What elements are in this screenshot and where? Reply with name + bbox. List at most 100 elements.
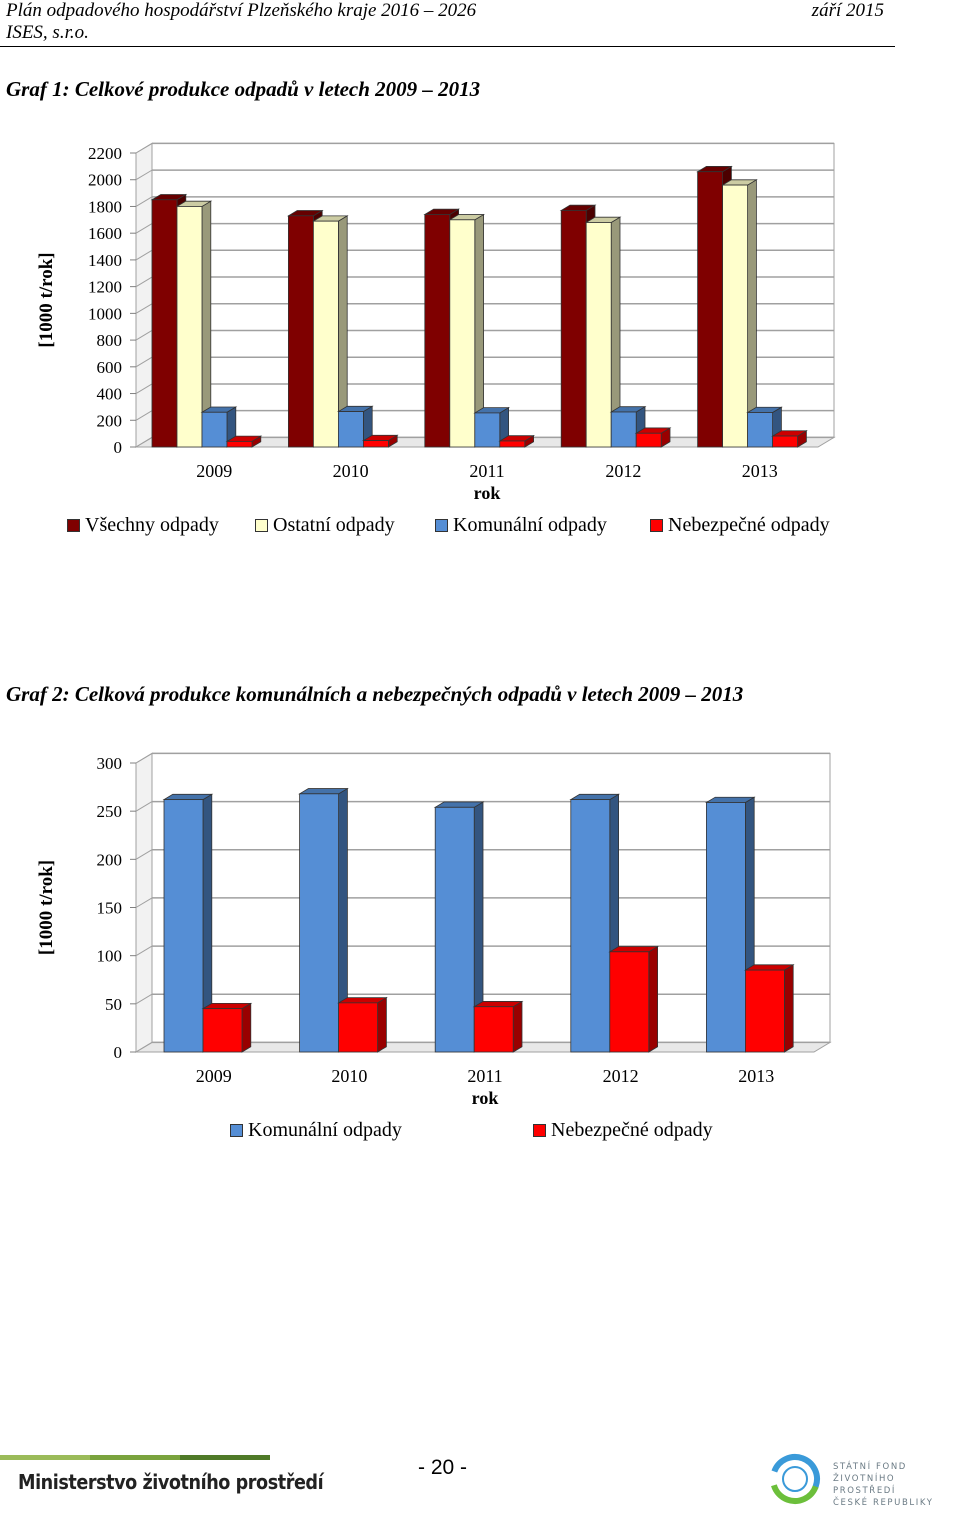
legend-item: Komunální odpady (435, 514, 607, 537)
x-tick-label: 2013 (742, 461, 778, 481)
gridline-side (135, 849, 153, 860)
legend-label: Nebezpečné odpady (551, 1119, 713, 1141)
legend-swatch (435, 519, 448, 532)
y-axis-label: [1000 t/rok] (36, 860, 57, 955)
bar-top (162, 793, 214, 801)
y-tick-label: 800 (97, 331, 123, 350)
gridline-side (135, 142, 153, 154)
gridline-side (135, 752, 153, 764)
y-tick-label: 1400 (88, 251, 122, 270)
bar-top (433, 801, 485, 808)
footer-bar-2 (90, 1455, 180, 1460)
gridline-side (135, 249, 153, 261)
bar-top (472, 1001, 524, 1008)
bar (299, 793, 340, 1053)
legend-swatch (67, 519, 80, 532)
bar (585, 222, 612, 448)
x-axis-label: rok (474, 483, 501, 503)
legend-item: Nebezpečné odpady (650, 514, 830, 537)
legend-swatch (230, 1124, 243, 1137)
bar-top (569, 793, 621, 801)
y-axis-label: [1000 t/rok] (36, 252, 57, 347)
bar (610, 411, 637, 448)
x-tick-label: 2009 (196, 1066, 232, 1086)
y-tick-label: 1600 (88, 224, 122, 243)
bar (697, 171, 723, 448)
bar-side (784, 964, 794, 1053)
bar (312, 220, 339, 448)
gridline-side (135, 897, 153, 908)
bar (473, 1006, 514, 1053)
document-date: září 2015 (811, 0, 884, 21)
gridline-side (135, 330, 153, 341)
ministry-logo-text: Ministerstvo životního prostředí (18, 1470, 324, 1494)
bar (176, 206, 203, 448)
gridline-side (135, 410, 153, 421)
company-name: ISES, s.r.o. (6, 22, 89, 43)
x-tick-label: 2013 (738, 1066, 774, 1086)
x-tick-label: 2009 (196, 461, 232, 481)
bar (449, 219, 476, 448)
page-number: - 20 - (418, 1456, 468, 1479)
y-tick-label: 2200 (88, 144, 122, 163)
chart1: 0 200 400 600 800 1000 1200 1400 1600 1800 2000 220… (36, 142, 836, 503)
x-tick-label: 2010 (331, 1066, 367, 1086)
gridline-side (135, 801, 153, 812)
bar-top (743, 964, 795, 971)
bar-top (704, 796, 756, 803)
legend-swatch (650, 519, 663, 532)
bar (609, 951, 650, 1053)
legend-item: Všechny odpady (67, 514, 219, 537)
bar-top (298, 788, 349, 795)
gridline-side (135, 383, 153, 394)
bar-side (648, 945, 658, 1053)
x-axis-label: rok (472, 1088, 499, 1108)
x-tick-label: 2011 (467, 1066, 502, 1086)
y-tick-label: 0 (114, 438, 123, 457)
y-tick-label: 50 (105, 995, 122, 1014)
gridline-side (135, 356, 153, 368)
sfzp-line-1: STÁTNÍ FOND (833, 1462, 907, 1472)
bar (570, 799, 611, 1053)
x-tick-label: 2011 (469, 461, 504, 481)
bar-top (608, 946, 660, 953)
gridline-side (135, 303, 153, 314)
y-tick-label: 100 (97, 947, 123, 966)
header-divider (0, 46, 895, 47)
chart2: 0 50 100 150 200 250 300 [1000 t/rok] 2009 2010 20… (36, 752, 832, 1108)
y-tick-label: 250 (97, 802, 123, 821)
bar (434, 806, 475, 1053)
y-tick-label: 150 (97, 899, 123, 918)
x-tick-label: 2012 (603, 1066, 639, 1086)
gridline-side (135, 276, 153, 288)
gridline-side (135, 169, 153, 181)
document-title: Plán odpadového hospodářství Plzeňského … (6, 0, 477, 21)
chart1-legend: Všechny odpady Ostatní odpady Komunální od… (0, 514, 960, 540)
sfzp-line-3: ČESKÉ REPUBLIKY (833, 1498, 934, 1508)
y-tick-label: 2000 (88, 171, 122, 190)
y-tick-label: 200 (97, 850, 123, 869)
gridline-side (135, 945, 153, 957)
y-tick-label: 600 (97, 358, 123, 377)
bar (226, 440, 253, 448)
footer-bar-1 (0, 1455, 90, 1460)
bar (338, 1002, 379, 1053)
bar (163, 799, 204, 1053)
figure2-title: Graf 2: Celková produkce komunálních a n… (6, 682, 744, 706)
bar-side (512, 1000, 523, 1053)
bar-top (201, 1002, 253, 1010)
legend-item: Ostatní odpady (255, 514, 395, 537)
y-tick-label: 1800 (88, 197, 122, 216)
bar (201, 411, 228, 448)
bar (337, 411, 364, 448)
bar (424, 214, 451, 448)
legend-label: Ostatní odpady (273, 514, 395, 536)
bar (747, 412, 773, 448)
bar (499, 440, 526, 448)
y-tick-label: 200 (97, 411, 123, 430)
gridline-side (135, 993, 153, 1005)
bar (202, 1008, 243, 1053)
gridline-side (135, 196, 153, 207)
legend-item: Komunální odpady (230, 1119, 402, 1142)
bar (287, 215, 314, 448)
